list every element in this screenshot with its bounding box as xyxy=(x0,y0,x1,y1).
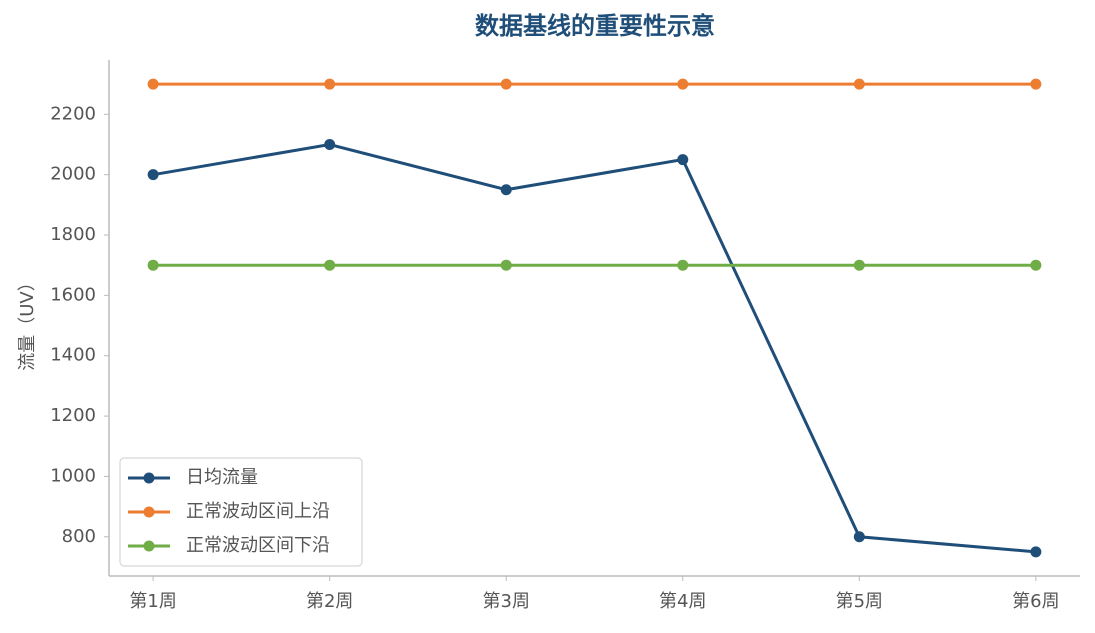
y-tick-label: 2000 xyxy=(50,164,96,185)
point xyxy=(1030,78,1042,90)
legend-box xyxy=(119,457,363,567)
legend-label: 日均流量 xyxy=(186,467,258,488)
y-tick-label: 1200 xyxy=(50,405,96,426)
point xyxy=(500,184,512,196)
point xyxy=(853,531,865,543)
x-tick-label: 第6周 xyxy=(1012,591,1059,612)
x-tick-label: 第5周 xyxy=(836,591,883,612)
point xyxy=(677,154,689,166)
point xyxy=(500,78,512,90)
series-line xyxy=(152,142,1036,554)
x-tick-label: 第2周 xyxy=(306,591,353,612)
y-tick-label: 1400 xyxy=(50,345,96,366)
legend-marker xyxy=(143,472,155,484)
point xyxy=(324,78,336,90)
point xyxy=(1030,546,1042,558)
point xyxy=(677,259,689,271)
x-tick-label: 第4周 xyxy=(659,591,706,612)
point xyxy=(147,78,159,90)
y-tick-label: 1600 xyxy=(50,284,96,305)
x-tick-label: 第3周 xyxy=(483,591,530,612)
y-axis-label: 流量（UV） xyxy=(17,273,38,371)
point xyxy=(324,259,336,271)
y-tick-label: 2200 xyxy=(50,103,96,124)
chart-title: 数据基线的重要性示意 xyxy=(475,12,715,40)
legend-marker xyxy=(143,540,155,552)
x-tick-label: 第1周 xyxy=(129,591,176,612)
legend-marker xyxy=(143,506,155,518)
point xyxy=(853,78,865,90)
point xyxy=(500,259,512,271)
y-tick-label: 800 xyxy=(62,526,96,547)
point xyxy=(324,138,336,150)
y-tick-label: 1000 xyxy=(50,465,96,486)
point xyxy=(677,78,689,90)
legend-label: 正常波动区间上沿 xyxy=(186,501,330,522)
point xyxy=(853,259,865,271)
point xyxy=(147,259,159,271)
legend-label: 正常波动区间下沿 xyxy=(186,535,330,556)
y-tick-label: 1800 xyxy=(50,224,96,245)
point xyxy=(1030,259,1042,271)
point xyxy=(147,169,159,181)
